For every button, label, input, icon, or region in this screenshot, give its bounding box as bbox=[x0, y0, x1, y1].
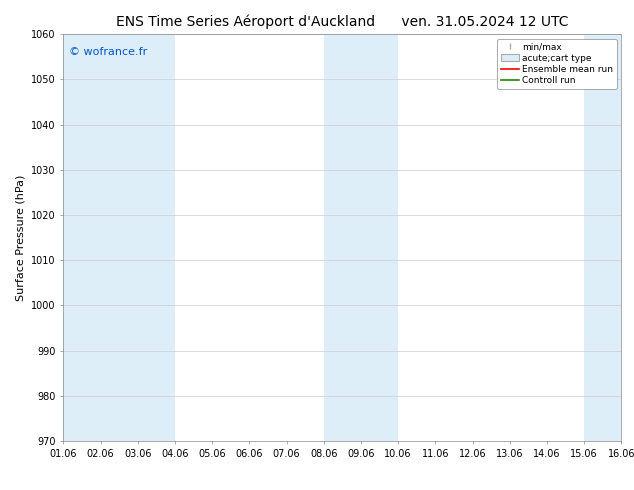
Legend: min/max, acute;cart type, Ensemble mean run, Controll run: min/max, acute;cart type, Ensemble mean … bbox=[497, 39, 617, 89]
Bar bbox=[63, 34, 101, 441]
Y-axis label: Surface Pressure (hPa): Surface Pressure (hPa) bbox=[16, 174, 25, 301]
Bar bbox=[101, 34, 175, 441]
Text: © wofrance.fr: © wofrance.fr bbox=[69, 47, 147, 56]
Bar bbox=[324, 34, 398, 441]
Bar bbox=[584, 34, 621, 441]
Title: ENS Time Series Aéroport d'Auckland      ven. 31.05.2024 12 UTC: ENS Time Series Aéroport d'Auckland ven.… bbox=[116, 15, 569, 29]
